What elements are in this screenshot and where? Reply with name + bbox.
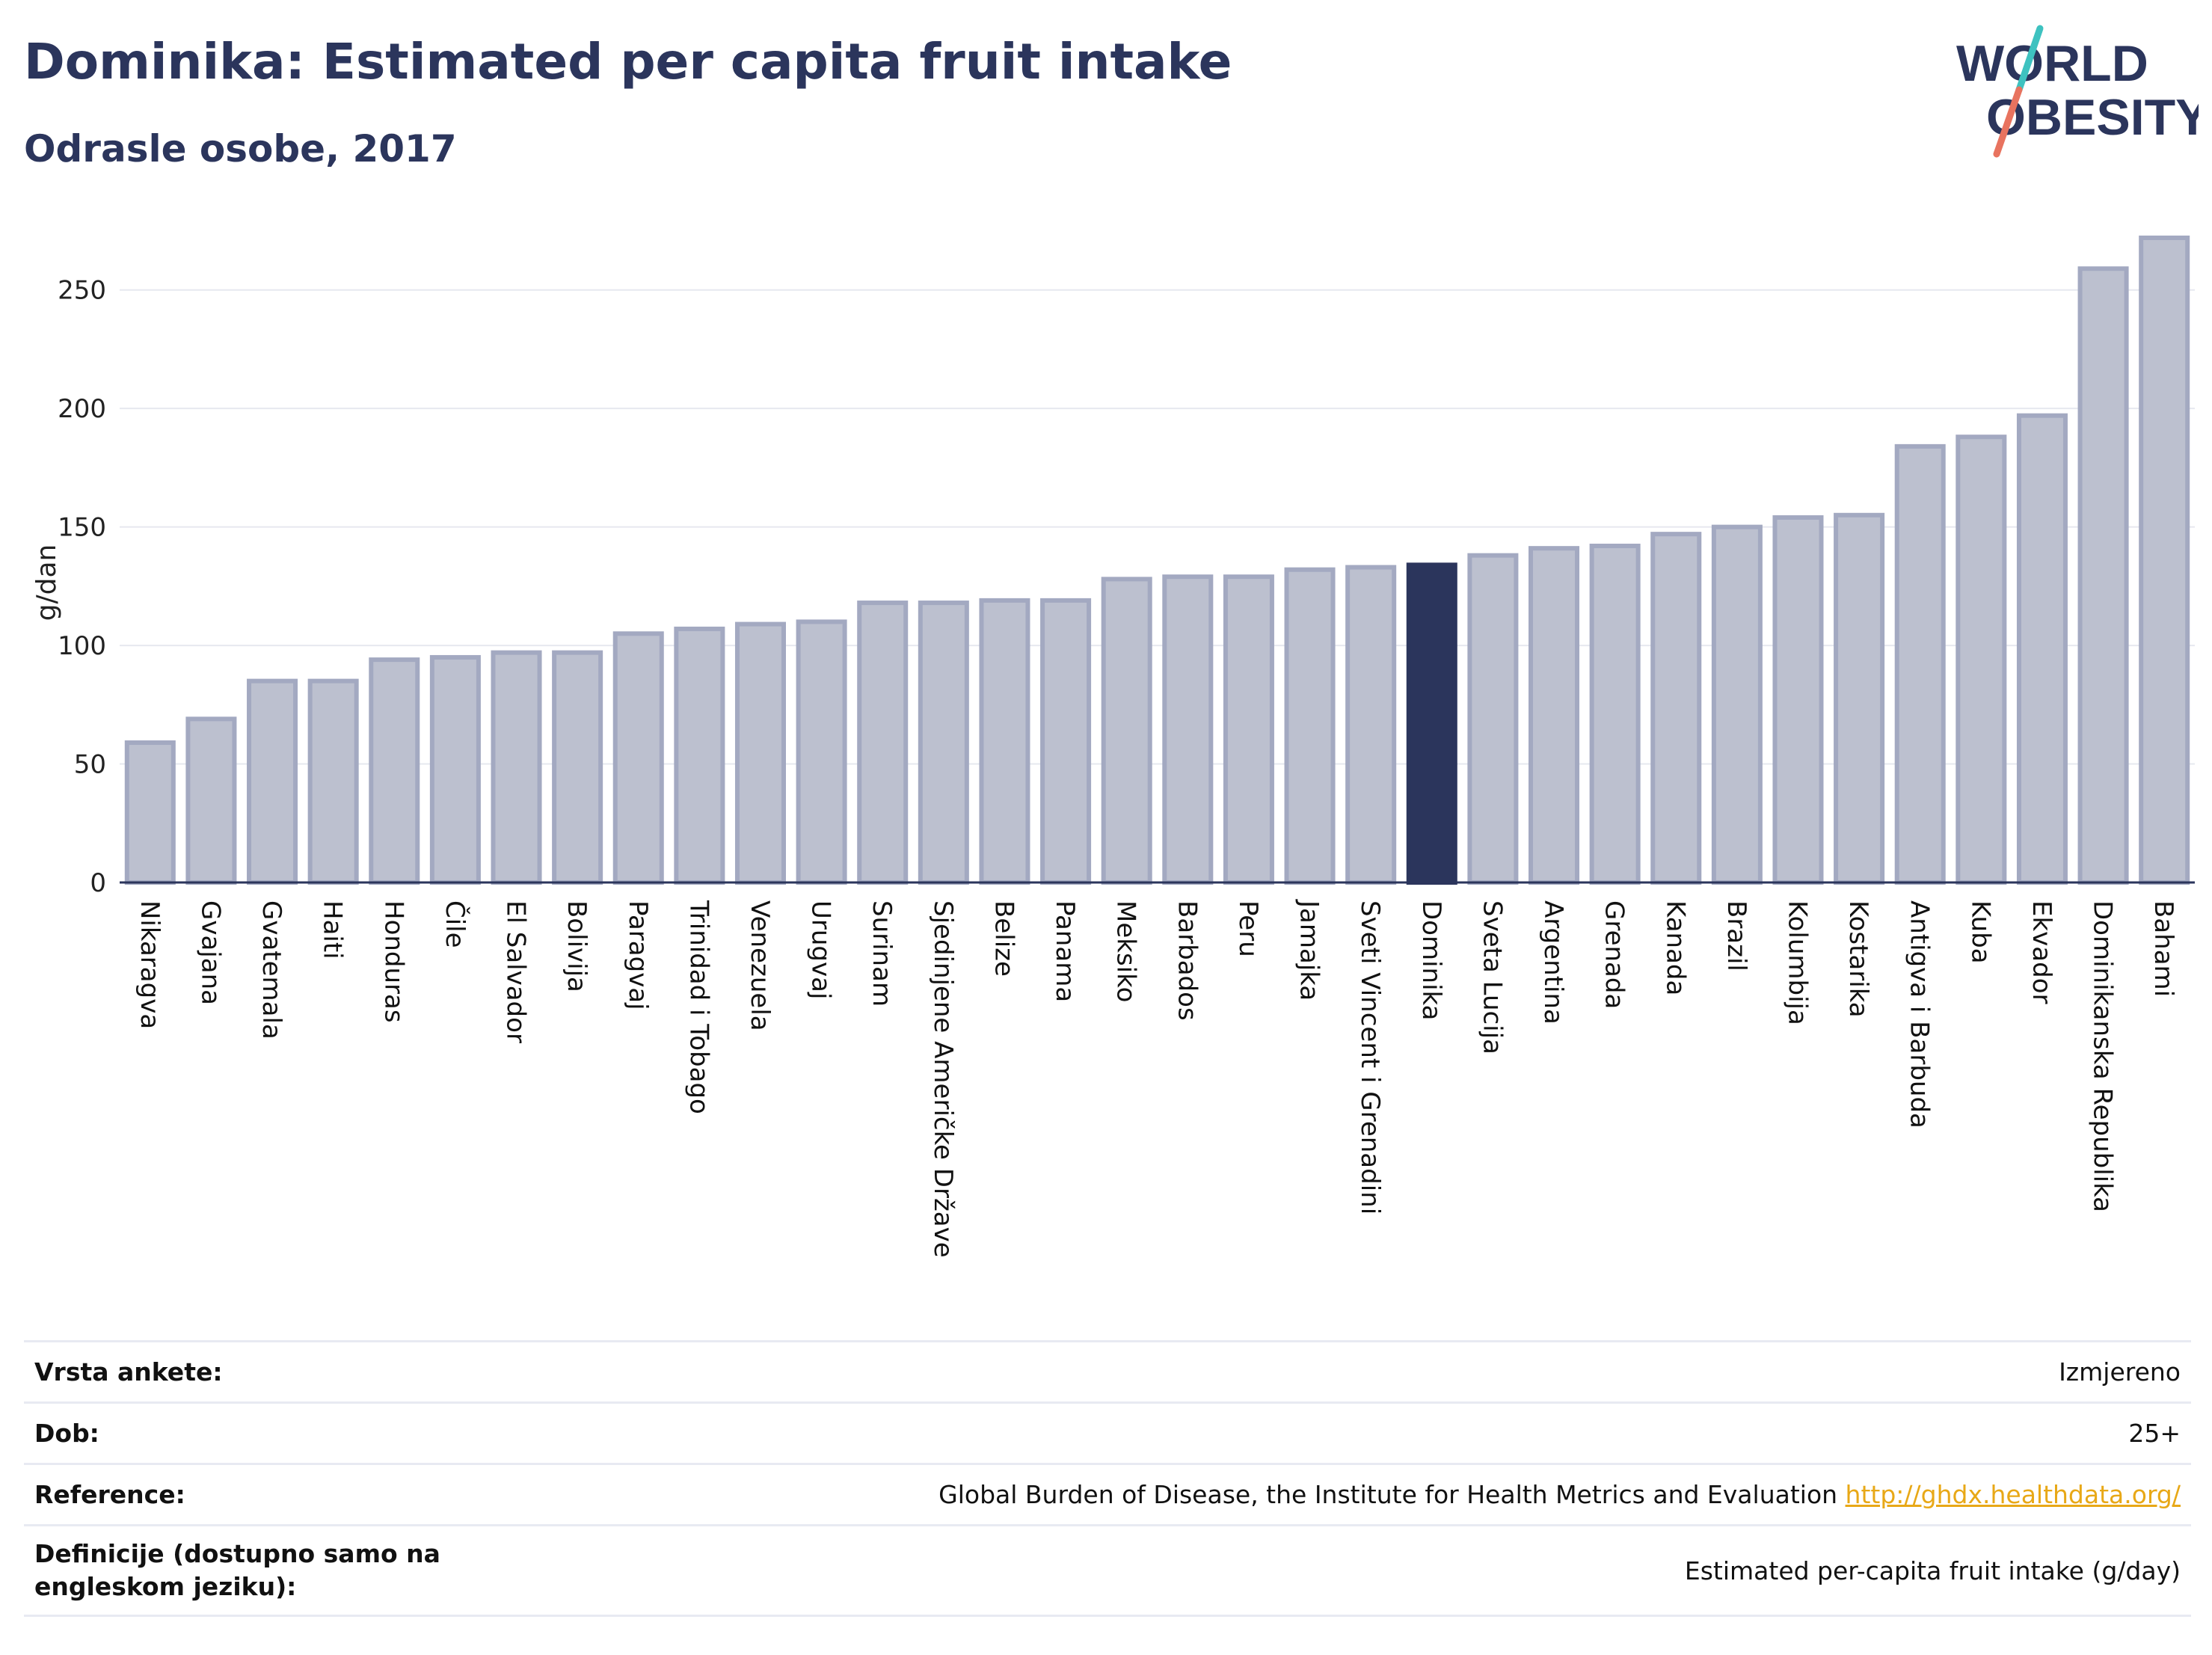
bar bbox=[734, 621, 786, 885]
bar bbox=[1162, 574, 1214, 885]
survey-type-label: Vrsta ankete: bbox=[34, 1357, 223, 1387]
x-tick-label: Argentina bbox=[1538, 900, 1568, 1025]
bar bbox=[1650, 532, 1702, 885]
reference-label: Reference: bbox=[34, 1480, 185, 1509]
footer-row-survey-type: Vrsta ankete: Izmjereno bbox=[24, 1340, 2191, 1401]
bar bbox=[1284, 567, 1336, 885]
bar bbox=[1711, 524, 1763, 885]
y-tick-label: 200 bbox=[58, 394, 106, 424]
y-tick-label: 0 bbox=[90, 868, 106, 898]
x-tick-label: Panama bbox=[1050, 900, 1080, 1002]
x-tick-label: Kostarika bbox=[1843, 900, 1873, 1018]
x-tick-label: Gvatemala bbox=[256, 900, 286, 1040]
definitions-value: Estimated per-capita fruit intake (g/day… bbox=[1684, 1556, 2181, 1585]
bar bbox=[247, 678, 298, 885]
footer-row-definitions: Definicije (dostupno samo na engleskom j… bbox=[24, 1524, 2191, 1617]
bar bbox=[552, 650, 603, 885]
x-tick-label: Ekvador bbox=[2027, 900, 2056, 1004]
bar bbox=[918, 601, 969, 885]
bar bbox=[796, 619, 847, 885]
bar bbox=[369, 657, 420, 885]
bar-chart: 0 50 100 150 200 250 g/dan Nikaragva Gvajana Gvat… bbox=[31, 236, 2195, 1258]
x-tick-label: Čile bbox=[440, 900, 470, 948]
bar bbox=[857, 601, 909, 885]
x-tick-label: Peru bbox=[1233, 900, 1263, 957]
chart-title: Dominika: Estimated per capita fruit int… bbox=[24, 33, 1232, 90]
bar bbox=[1894, 443, 1946, 885]
y-axis-title: g/dan bbox=[31, 544, 62, 621]
world-obesity-logo: WORLD OBESITY bbox=[1956, 25, 2199, 158]
x-tick-label: Sveti Vincent i Grenadini bbox=[1355, 900, 1385, 1215]
chart-subtitle: Odrasle osobe, 2017 bbox=[24, 127, 457, 171]
bar bbox=[1772, 515, 1824, 885]
footer-row-age: Dob: 25+ bbox=[24, 1401, 2191, 1463]
x-tick-label: Dominikanska Republika bbox=[2088, 900, 2118, 1212]
bar bbox=[1040, 598, 1092, 885]
x-tick-label: Trinidad i Tobago bbox=[683, 900, 713, 1114]
reference-value: Global Burden of Disease, the Institute … bbox=[938, 1480, 2181, 1509]
x-tick-label: Brazil bbox=[1721, 900, 1751, 971]
bar bbox=[491, 650, 542, 885]
x-tick-label: Bolivija bbox=[562, 900, 592, 992]
y-tick-label: 150 bbox=[58, 513, 106, 543]
x-tick-label: Sveta Lucija bbox=[1477, 900, 1507, 1054]
x-tick-label: Meksiko bbox=[1111, 900, 1141, 1002]
bar bbox=[1467, 553, 1519, 885]
logo-slash-coral bbox=[1993, 86, 2023, 158]
bar bbox=[1589, 543, 1641, 885]
bar bbox=[1956, 435, 2007, 885]
age-value: 25+ bbox=[2128, 1419, 2181, 1448]
logo-word-obesity: OBESITY bbox=[1986, 89, 2199, 146]
reference-link[interactable]: http://ghdx.healthdata.org/ bbox=[1845, 1480, 2181, 1509]
logo-slash-teal bbox=[2015, 25, 2044, 93]
y-tick-label: 250 bbox=[58, 276, 106, 306]
bar bbox=[979, 598, 1030, 885]
x-tick-label: Belize bbox=[989, 900, 1019, 977]
x-tick-label: Jamajka bbox=[1294, 899, 1324, 1001]
x-tick-label: Sjedinjene Američke Države bbox=[928, 900, 958, 1258]
y-tick-label: 100 bbox=[58, 631, 106, 661]
bar bbox=[1529, 546, 1580, 885]
y-tick-label: 50 bbox=[74, 750, 106, 780]
bar bbox=[1101, 577, 1152, 885]
bar bbox=[307, 678, 359, 885]
bar bbox=[185, 716, 237, 885]
x-tick-label: Dominika bbox=[1416, 900, 1446, 1020]
x-tick-label: Haiti bbox=[318, 900, 348, 959]
x-tick-label: El Salvador bbox=[501, 900, 531, 1043]
bar bbox=[1223, 574, 1274, 885]
x-tick-label: Kolumbija bbox=[1782, 900, 1812, 1025]
x-tick-label: Honduras bbox=[378, 900, 408, 1023]
reference-text: Global Burden of Disease, the Institute … bbox=[938, 1480, 1838, 1509]
bar bbox=[2016, 413, 2068, 885]
survey-type-value: Izmjereno bbox=[2059, 1357, 2181, 1387]
x-tick-label: Urugvaj bbox=[806, 900, 836, 999]
age-label: Dob: bbox=[34, 1419, 99, 1448]
bar bbox=[1345, 565, 1397, 885]
bar bbox=[612, 631, 664, 885]
bar bbox=[674, 626, 725, 885]
metadata-table: Vrsta ankete: Izmjereno Dob: 25+ Referen… bbox=[24, 1340, 2191, 1617]
bar bbox=[429, 654, 481, 885]
logo-word-world: WORLD bbox=[1956, 35, 2148, 92]
x-tick-label: Barbados bbox=[1172, 900, 1202, 1021]
bar bbox=[1406, 562, 1457, 885]
bar bbox=[124, 740, 176, 885]
bar bbox=[1834, 512, 1885, 885]
bar bbox=[2139, 236, 2190, 885]
footer-row-reference: Reference: Global Burden of Disease, the… bbox=[24, 1463, 2191, 1524]
x-tick-label: Grenada bbox=[1600, 900, 1629, 1009]
x-tick-label: Gvajana bbox=[195, 900, 225, 1005]
bar bbox=[2077, 266, 2129, 885]
x-tick-label: Antigva i Barbuda bbox=[1905, 900, 1935, 1129]
x-tick-label: Bahami bbox=[2148, 900, 2178, 997]
x-tick-label: Surinam bbox=[867, 900, 897, 1007]
x-tick-label: Venezuela bbox=[745, 900, 775, 1031]
x-tick-label: Paragvaj bbox=[623, 900, 653, 1010]
x-tick-label: Kuba bbox=[1965, 900, 1995, 964]
x-tick-label: Kanada bbox=[1660, 900, 1690, 995]
x-tick-label: Nikaragva bbox=[135, 900, 165, 1029]
definitions-label: Definicije (dostupno samo na engleskom j… bbox=[34, 1539, 440, 1601]
